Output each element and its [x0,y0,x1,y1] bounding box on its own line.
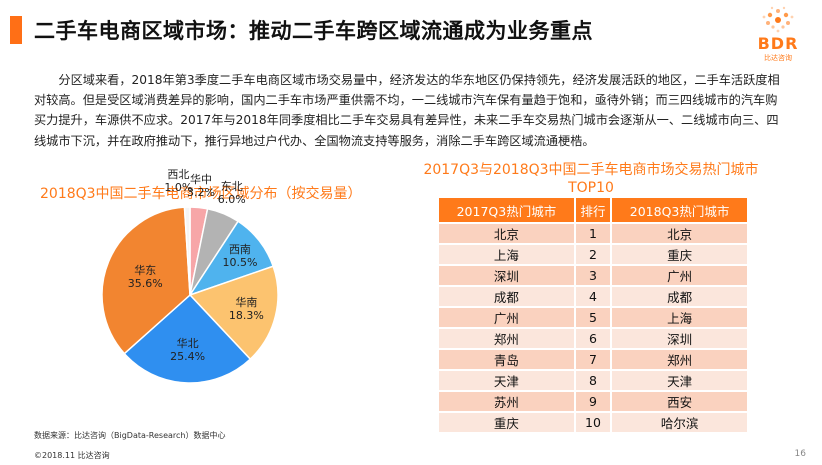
table-row: 深圳 3 广州 [437,264,749,287]
col-header-2017: 2017Q3热门城市 [437,196,576,224]
pie-label-value: 25.4% [170,349,206,363]
city-2018: 哈尔滨 [610,411,749,434]
pie-label-东北: 东北 6.0% [212,180,252,206]
rank: 9 [573,390,613,413]
pie-slice-华南 [188,265,279,361]
pie-slice-华东 [101,206,191,355]
rank: 5 [573,306,613,329]
pie-slice-华北 [123,293,252,384]
city-2017: 青岛 [437,348,576,371]
pie-label-name: 西北 [167,167,190,181]
city-2017: 郑州 [437,327,576,350]
city-2018: 上海 [610,306,749,329]
city-2018: 北京 [610,222,749,245]
pie-label-value: 3.2% [187,185,215,199]
pie-label-西北: 西北 1.0% [158,168,198,194]
city-2017: 成都 [437,285,576,308]
logo-text: BDR [757,34,799,53]
intro-paragraph: 分区域来看，2018年第3季度二手车电商区域市场交易量中，经济发达的华东地区仍保… [34,73,780,148]
pie-label-value: 35.6% [127,276,163,290]
pie-label-name: 华北 [176,336,199,350]
pie-label-西南: 西南 10.5% [220,243,260,269]
pie-label-name: 华东 [134,263,157,277]
page-number: 16 [794,449,806,459]
table-row: 郑州 6 深圳 [437,327,749,350]
rank: 3 [573,264,613,287]
table-title-line1: 2017Q3与2018Q3中国二手车电商市场交易热门城市 [423,162,759,178]
rank: 4 [573,285,613,308]
pie-label-value: 1.0% [164,180,193,194]
city-2017: 深圳 [437,264,576,287]
city-2017: 天津 [437,369,576,392]
pie-label-name: 西南 [228,243,251,256]
city-2018: 广州 [610,264,749,287]
logo-dots-icon [762,6,794,33]
rank: 1 [573,222,613,245]
col-header-2018: 2018Q3热门城市 [610,196,749,224]
table-row: 上海 2 重庆 [437,243,749,266]
logo-subtext: 比达咨询 [764,54,792,62]
city-2018: 西安 [610,390,749,413]
city-2018: 深圳 [610,327,749,350]
pie-slice-西北 [183,206,191,296]
pie-label-name: 华南 [235,295,258,309]
pie-label-name: 华中 [190,172,213,186]
table-row: 苏州 9 西安 [437,390,749,413]
pie-label-华南: 华南 18.3% [226,296,266,322]
table-title: 2017Q3与2018Q3中国二手车电商市场交易热门城市 TOP10 [416,161,766,197]
city-2017: 苏州 [437,390,576,413]
col-header-rank: 排行 [573,196,613,224]
table-row: 天津 8 天津 [437,369,749,392]
data-source-note: 数据来源：比达咨询（BigData-Research）数据中心 [34,431,226,440]
city-2017: 北京 [437,222,576,245]
pie-label-value: 18.3% [228,308,264,322]
rank: 10 [573,411,613,434]
pie-label-name: 东北 [220,180,243,194]
city-2017: 上海 [437,243,576,266]
table-row: 重庆 10 哈尔滨 [437,411,749,434]
city-2017: 广州 [437,306,576,329]
table-row: 北京 1 北京 [437,222,749,245]
pie-chart-title: 2018Q3中国二手车电商市场区域分布（按交易量） [40,186,362,202]
city-2018: 成都 [610,285,749,308]
table-title-line2: TOP10 [568,180,614,196]
table-row: 成都 4 成都 [437,285,749,308]
city-2018: 天津 [610,369,749,392]
pie-label-华中: 华中 3.2% [181,173,221,199]
hot-cities-table: 2017Q3热门城市 排行 2018Q3热门城市 北京 1 北京 上海 2 重庆 深圳 3… [437,196,749,434]
city-2018: 重庆 [610,243,749,266]
table-row: 广州 5 上海 [437,306,749,329]
page-title: 二手车电商区域市场：推动二手车跨区域流通成为业务重点 [34,19,593,43]
title-accent-bar [10,16,22,44]
rank: 7 [573,348,613,371]
table-header-row: 2017Q3热门城市 排行 2018Q3热门城市 [437,196,749,224]
bdr-logo: BDR 比达咨询 [748,4,808,66]
pie-label-value: 6.0% [217,193,246,207]
rank: 8 [573,369,613,392]
city-2017: 重庆 [437,411,576,434]
copyright: ©2018.11 比达咨询 [34,451,110,460]
region-pie-chart [101,206,279,384]
rank: 6 [573,327,613,350]
table-row: 青岛 7 郑州 [437,348,749,371]
rank: 2 [573,243,613,266]
city-2018: 郑州 [610,348,749,371]
pie-label-value: 10.5% [222,256,258,269]
pie-label-华东: 华东 35.6% [125,264,165,290]
pie-label-华北: 华北 25.4% [168,337,208,363]
